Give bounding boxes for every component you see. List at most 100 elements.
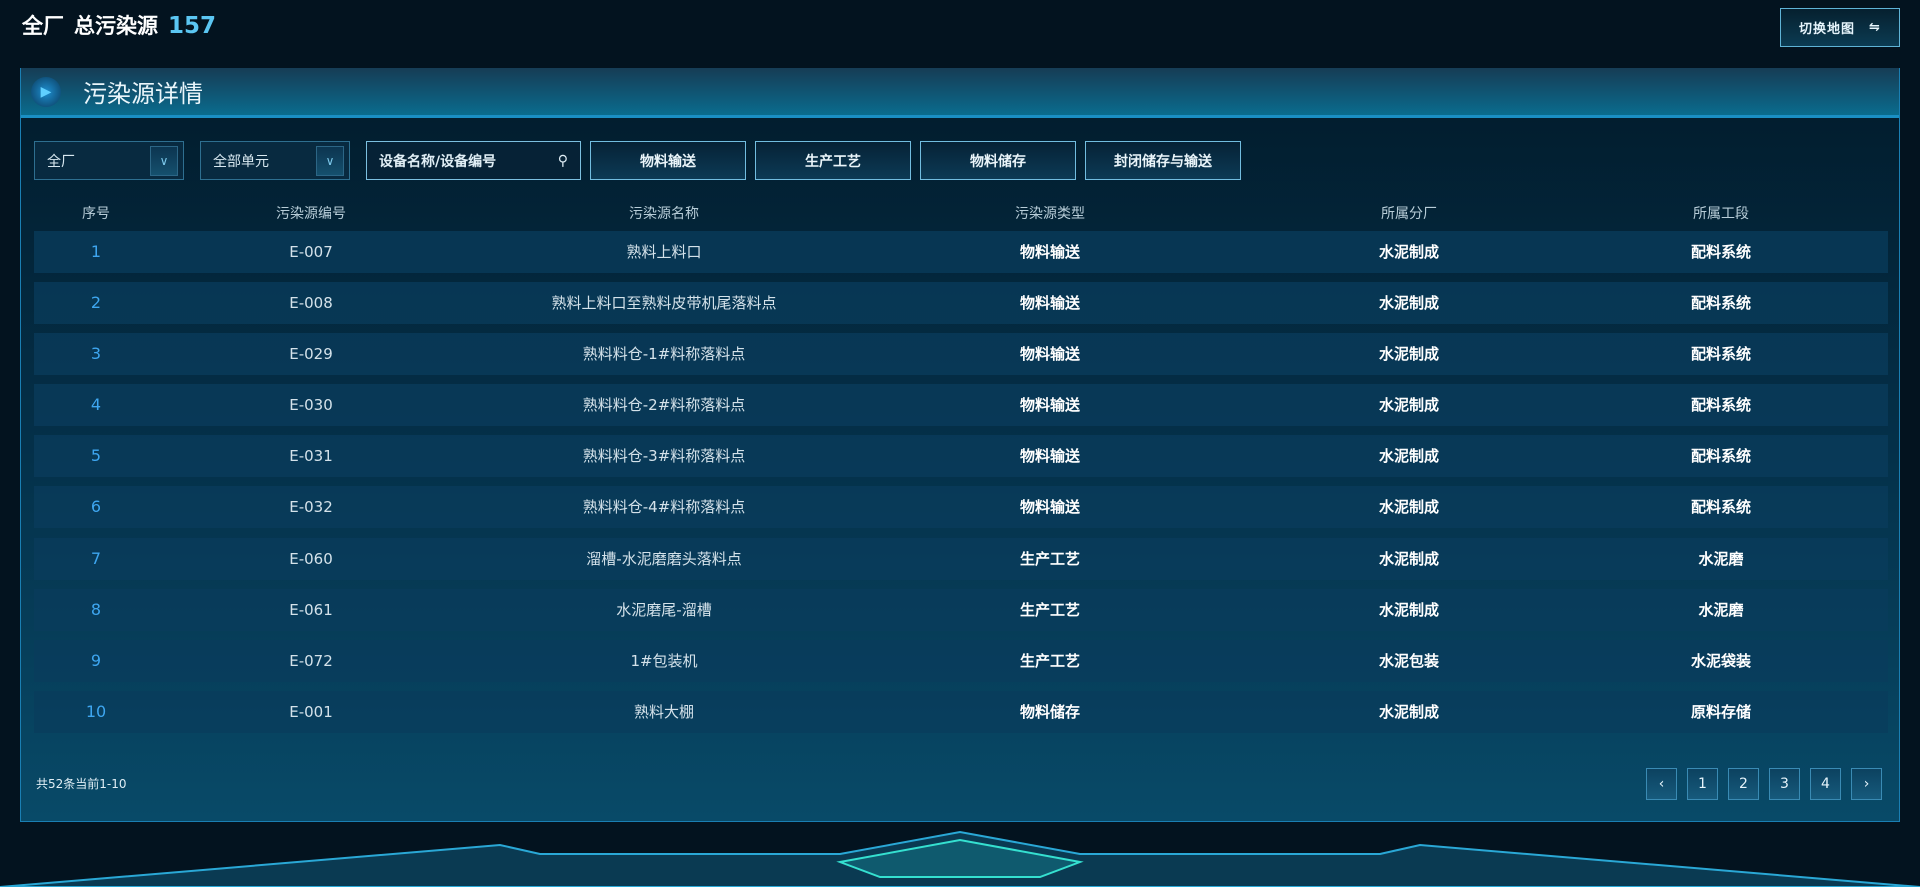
switch-map-button[interactable]: 切换地图 ⇋ [1780, 8, 1900, 47]
cell-index: 3 [90, 344, 102, 364]
cell-section: 配料系统 [1690, 243, 1752, 261]
table-row[interactable]: 10 E-001 熟料大棚 物料储存 水泥制成 原料存储 [34, 690, 1888, 733]
cell-branch-plant: 水泥制成 [1378, 498, 1440, 517]
column-header-source-type: 污染源类型 [1015, 206, 1085, 222]
cell-section: 水泥袋装 [1690, 651, 1752, 670]
column-header-index: 序号 [82, 206, 110, 222]
cell-index: 10 [85, 701, 107, 721]
cell-index: 1 [90, 242, 102, 261]
cell-source-name: 水泥磨尾-溜槽 [616, 600, 712, 619]
cell-source-name: 熟料上料口 [626, 243, 702, 261]
filter-material-storage-button[interactable]: 物料储存 [920, 141, 1076, 180]
cell-section: 配料系统 [1690, 396, 1752, 415]
table-row[interactable]: 5 E-031 熟料料仓-3#料称落料点 物料输送 水泥制成 配料系统 [34, 435, 1888, 478]
table-header: 序号 污染源编号 污染源名称 污染源类型 所属分厂 所属工段 [34, 203, 1888, 229]
table-row[interactable]: 8 E-061 水泥磨尾-溜槽 生产工艺 水泥制成 水泥磨 [34, 588, 1888, 631]
cell-section: 原料存储 [1690, 702, 1752, 721]
pagination-summary: 共52条当前1-10 [36, 777, 127, 791]
cell-source-type: 物料输送 [1019, 345, 1081, 364]
table-row[interactable]: 3 E-029 熟料料仓-1#料称落料点 物料输送 水泥制成 配料系统 [34, 333, 1888, 376]
cell-source-name: 熟料大棚 [633, 702, 695, 721]
cell-source-name: 熟料料仓-2#料称落料点 [582, 396, 746, 415]
total-count: 157 [168, 13, 217, 39]
column-header-source-code: 污染源编号 [276, 206, 346, 222]
table-row[interactable]: 6 E-032 熟料料仓-4#料称落料点 物料输送 水泥制成 配料系统 [34, 486, 1888, 529]
page-4-button[interactable]: 4 [1810, 768, 1841, 800]
cell-index: 9 [90, 650, 102, 670]
cell-source-type: 生产工艺 [1019, 549, 1081, 568]
table-body: 1 E-007 熟料上料口 物料输送 水泥制成 配料系统 2 E-008 熟料上料口至熟料皮带机… [34, 231, 1888, 742]
panel-title: 污染源详情 [83, 80, 203, 108]
cell-source-type: 生产工艺 [1019, 600, 1081, 619]
cell-source-name: 熟料料仓-1#料称落料点 [582, 345, 746, 364]
filter-production-process-button[interactable]: 生产工艺 [755, 141, 911, 180]
total-label: 总污染源 [74, 14, 158, 38]
page-2-button[interactable]: 2 [1728, 768, 1759, 800]
cell-source-type: 物料储存 [1019, 702, 1081, 721]
cell-source-type: 物料输送 [1019, 396, 1081, 415]
cell-index: 8 [90, 599, 102, 619]
switch-map-label: 切换地图 [1799, 22, 1856, 37]
page-1-button[interactable]: 1 [1687, 768, 1718, 800]
chevron-down-icon: ∨ [316, 145, 344, 176]
bottom-decoration [0, 830, 1920, 887]
cell-source-name: 1#包装机 [630, 651, 698, 670]
cell-branch-plant: 水泥制成 [1378, 243, 1440, 261]
cell-source-code: E-061 [289, 600, 333, 619]
search-input[interactable]: 设备名称/设备编号 ⚲ [366, 141, 581, 180]
cell-source-type: 物料输送 [1019, 447, 1081, 466]
unit-select[interactable]: 全部单元 ∨ [200, 141, 350, 180]
page-summary: 全厂 总污染源 157 [22, 10, 216, 40]
cell-section: 配料系统 [1690, 345, 1752, 364]
search-icon[interactable]: ⚲ [557, 152, 568, 169]
cell-index: 5 [90, 446, 102, 466]
cell-section: 配料系统 [1690, 498, 1752, 517]
column-header-section: 所属工段 [1693, 206, 1749, 222]
plant-select[interactable]: 全厂 ∨ [34, 141, 184, 180]
cell-source-code: E-060 [289, 549, 333, 568]
swap-icon: ⇋ [1869, 20, 1881, 35]
cell-source-type: 物料输送 [1019, 294, 1081, 313]
cell-index: 6 [90, 497, 102, 517]
cell-section: 水泥磨 [1698, 549, 1744, 568]
cell-source-code: E-001 [289, 702, 333, 721]
table-row[interactable]: 4 E-030 熟料料仓-2#料称落料点 物料输送 水泥制成 配料系统 [34, 384, 1888, 427]
cell-index: 2 [90, 293, 102, 313]
cell-source-type: 物料输送 [1019, 498, 1081, 517]
page-3-button[interactable]: 3 [1769, 768, 1800, 800]
filter-material-transport-button[interactable]: 物料输送 [590, 141, 746, 180]
cell-source-code: E-008 [289, 294, 333, 313]
cell-branch-plant: 水泥包装 [1378, 651, 1440, 670]
table-row[interactable]: 2 E-008 熟料上料口至熟料皮带机尾落料点 物料输送 水泥制成 配料系统 [34, 282, 1888, 325]
cell-source-name: 熟料料仓-3#料称落料点 [582, 447, 746, 466]
cell-branch-plant: 水泥制成 [1378, 702, 1440, 721]
table-row[interactable]: 1 E-007 熟料上料口 物料输送 水泥制成 配料系统 [34, 231, 1888, 273]
cell-branch-plant: 水泥制成 [1378, 447, 1440, 466]
cell-section: 配料系统 [1690, 447, 1752, 466]
pagination: ‹ 1 2 3 4 › [1646, 768, 1882, 800]
cell-section: 配料系统 [1690, 294, 1752, 313]
plant-select-value: 全厂 [47, 153, 75, 170]
table-row[interactable]: 7 E-060 溜槽-水泥磨磨头落料点 生产工艺 水泥制成 水泥磨 [34, 537, 1888, 580]
chevron-down-icon: ∨ [150, 145, 178, 176]
cell-source-name: 熟料料仓-4#料称落料点 [582, 498, 746, 517]
cell-branch-plant: 水泥制成 [1378, 549, 1440, 568]
cell-source-code: E-031 [289, 447, 333, 466]
column-header-source-name: 污染源名称 [629, 206, 699, 222]
panel-header: ▶ 污染源详情 [21, 68, 1899, 118]
cell-source-code: E-007 [289, 243, 333, 261]
cell-source-code: E-072 [289, 651, 333, 670]
cell-branch-plant: 水泥制成 [1378, 396, 1440, 415]
prev-page-button[interactable]: ‹ [1646, 768, 1677, 800]
cell-source-code: E-032 [289, 498, 333, 517]
table-row[interactable]: 9 E-072 1#包装机 生产工艺 水泥包装 水泥袋装 [34, 639, 1888, 682]
cell-index: 7 [90, 548, 102, 568]
cell-source-type: 物料输送 [1019, 243, 1081, 261]
next-page-button[interactable]: › [1851, 768, 1882, 800]
cell-source-code: E-030 [289, 396, 333, 415]
cell-source-type: 生产工艺 [1019, 651, 1081, 670]
cell-section: 水泥磨 [1698, 600, 1744, 619]
scope-label: 全厂 [22, 14, 64, 38]
search-placeholder: 设备名称/设备编号 [379, 153, 497, 170]
filter-closed-storage-button[interactable]: 封闭储存与输送 [1085, 141, 1241, 180]
